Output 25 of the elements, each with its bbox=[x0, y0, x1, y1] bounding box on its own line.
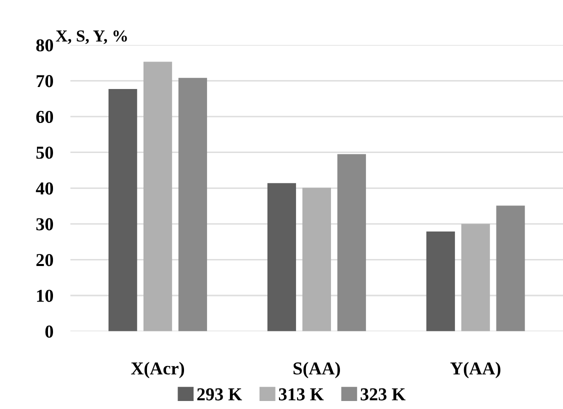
x-tick-label: X(Acr) bbox=[131, 362, 184, 378]
bar bbox=[496, 206, 525, 332]
bar bbox=[426, 231, 455, 332]
bar bbox=[302, 188, 331, 332]
legend-label: 323 K bbox=[360, 388, 406, 400]
y-tick-label: 0 bbox=[45, 326, 54, 338]
y-tick-label: 20 bbox=[36, 254, 54, 266]
x-tick-label: S(AA) bbox=[294, 362, 340, 378]
bar bbox=[337, 154, 366, 332]
bar bbox=[143, 62, 172, 332]
bar bbox=[178, 78, 208, 332]
bar bbox=[461, 224, 490, 332]
bar bbox=[267, 183, 296, 332]
y-tick-label: 80 bbox=[36, 39, 54, 52]
y-axis-title: X, S, Y, % bbox=[56, 30, 127, 44]
y-tick-label: 30 bbox=[36, 218, 54, 230]
y-tick-label: 70 bbox=[36, 75, 54, 88]
y-tick-label: 50 bbox=[36, 146, 54, 159]
legend-label: 293 K bbox=[197, 388, 242, 400]
legend-label: 313 K bbox=[278, 388, 324, 400]
x-tick-label: Y(AA) bbox=[450, 362, 500, 378]
y-tick-label: 60 bbox=[36, 110, 54, 124]
y-tick-label: 40 bbox=[36, 182, 54, 195]
y-tick-label: 10 bbox=[37, 290, 54, 302]
bar bbox=[108, 89, 138, 332]
